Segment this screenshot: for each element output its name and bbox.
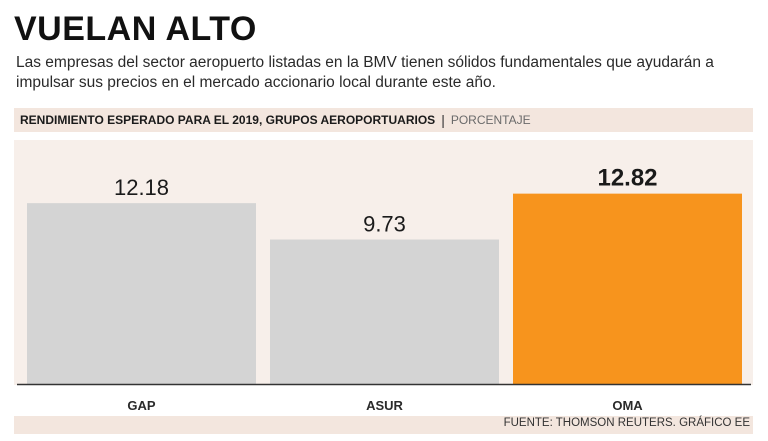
source-note: FUENTE: THOMSON REUTERS. GRÁFICO EE [503, 417, 750, 429]
value-label-asur: 9.73 [363, 212, 406, 237]
bar-asur [270, 239, 499, 384]
category-label-gap: GAP [127, 398, 156, 413]
chart-title: VUELAN ALTO [14, 10, 257, 48]
category-label-asur: ASUR [366, 398, 403, 413]
category-label-oma: OMA [612, 398, 643, 413]
value-label-oma: 12.82 [597, 165, 657, 192]
footer-band [14, 416, 753, 434]
value-label-gap: 12.18 [114, 175, 169, 200]
bar-gap [27, 203, 256, 384]
chart-subtitle: Las empresas del sector aeropuerto lista… [16, 54, 714, 91]
chart-header-band: RENDIMIENTO ESPERADO PARA EL 2019, GRUPO… [14, 108, 753, 132]
bar-oma [513, 193, 742, 384]
header-separator: | [441, 112, 445, 128]
chart-series-title: RENDIMIENTO ESPERADO PARA EL 2019, GRUPO… [20, 113, 436, 127]
chart-unit-label: PORCENTAJE [450, 113, 531, 127]
